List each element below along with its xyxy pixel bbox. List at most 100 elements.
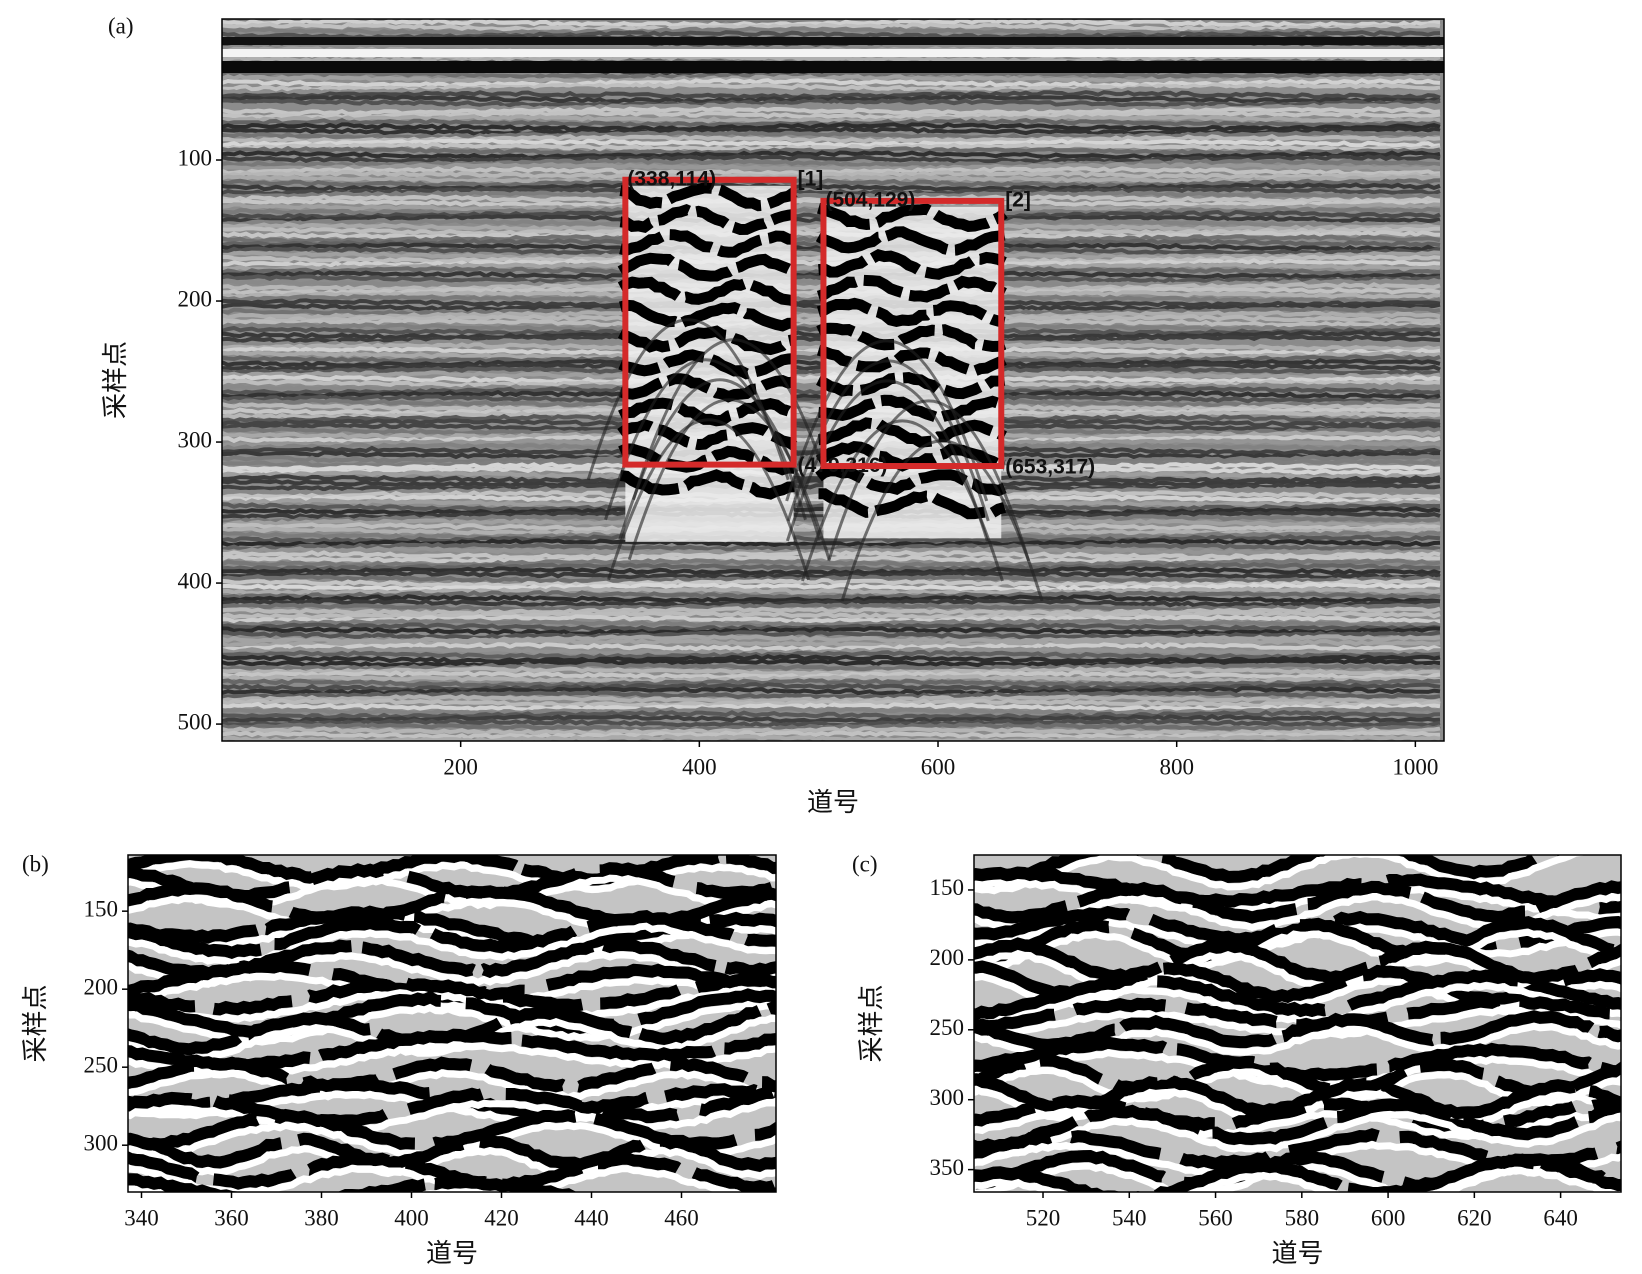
stripe (222, 709, 1441, 720)
x-tick-label: 380 (304, 1205, 339, 1230)
panel-label: (b) (22, 851, 49, 876)
anomaly-band (618, 349, 795, 380)
x-tick-label: 640 (1543, 1205, 1578, 1230)
y-tick-label: 150 (930, 875, 965, 900)
detection-box (820, 197, 1005, 470)
y-tick-label: 500 (178, 709, 213, 734)
band (222, 37, 1444, 45)
stripe (222, 562, 1441, 573)
stripe (222, 653, 1441, 664)
stripe (222, 202, 1441, 212)
stripe (222, 582, 1441, 593)
anomaly-band (617, 418, 798, 451)
x-tick-label: 400 (682, 754, 717, 779)
stripe (222, 686, 1441, 697)
band-light (128, 860, 776, 894)
hyperbola (607, 418, 811, 581)
x-tick-label: 620 (1457, 1205, 1492, 1230)
band-light (128, 1097, 776, 1136)
x-tick-label: 1000 (1392, 754, 1438, 779)
hyperbola (604, 358, 807, 521)
band-dark (128, 1084, 776, 1129)
x-tick-label: 440 (574, 1205, 609, 1230)
band-dark (974, 937, 1621, 985)
hyperbola (586, 318, 790, 481)
stripe (222, 602, 1441, 612)
band-dark (128, 1151, 776, 1192)
hyperbola (840, 439, 1044, 602)
x-tick-label: 360 (214, 1205, 249, 1230)
stripe (222, 698, 1441, 708)
anomaly-band (619, 182, 798, 212)
stripe (222, 693, 1441, 705)
stripe (222, 186, 1441, 196)
band-light (974, 1166, 1621, 1192)
hyperbola (785, 339, 989, 502)
stripe (222, 118, 1441, 128)
band-dark (128, 910, 776, 960)
stripe (222, 162, 1441, 172)
panel-label: (c) (852, 851, 878, 876)
y-tick-label: 200 (84, 974, 119, 999)
stripe (222, 114, 1441, 124)
band-dark (974, 916, 1621, 963)
stripe (222, 138, 1441, 148)
x-tick-label: 540 (1112, 1205, 1147, 1230)
hyperbola (827, 399, 1031, 562)
x-tick-label: 580 (1285, 1205, 1320, 1230)
stripe (222, 658, 1441, 668)
x-axis-label: 道号 (807, 788, 859, 817)
stripe (222, 169, 1441, 181)
anomaly-band (619, 229, 795, 258)
radargram (222, 19, 1444, 741)
band-dark (128, 988, 776, 1039)
x-tick-label: 600 (1371, 1205, 1406, 1230)
detection-box (622, 176, 797, 468)
band-light (974, 949, 1621, 993)
anomaly-band (617, 276, 796, 307)
band-dark (128, 855, 776, 886)
stripe (222, 70, 1441, 80)
box-id-label: [2] (1005, 188, 1031, 211)
band-light (128, 972, 776, 1011)
anomaly-band (816, 372, 1006, 400)
x-tick-label: 560 (1198, 1205, 1233, 1230)
y-axis-label: 采样点 (101, 341, 130, 419)
y-axis-label: 采样点 (857, 984, 886, 1062)
y-tick-label: 150 (84, 896, 119, 921)
band-dark (128, 973, 776, 1016)
y-tick-label: 250 (84, 1052, 119, 1077)
stripe (222, 78, 1441, 89)
anomaly-band (816, 274, 1007, 303)
stripe (222, 701, 1441, 712)
stripe (222, 98, 1441, 108)
radargram (128, 855, 776, 1192)
stripe (222, 622, 1441, 633)
x-axis-label: 道号 (426, 1239, 478, 1268)
anomaly-band (818, 248, 1007, 280)
box-corner-label: (338,114) (627, 167, 716, 190)
stripe (222, 90, 1441, 101)
stripe (222, 665, 1441, 676)
anomaly-band (618, 299, 795, 332)
stripe (222, 734, 1441, 741)
band-dark (974, 1054, 1621, 1099)
stripe (222, 19, 1441, 28)
anomaly-band (815, 226, 1006, 256)
stripe (222, 30, 1441, 41)
y-tick-label: 250 (930, 1015, 965, 1040)
stripe (222, 22, 1441, 32)
stripe (222, 590, 1441, 600)
anomaly-band (815, 465, 1007, 497)
y-tick-label: 100 (178, 145, 213, 170)
band-light (974, 855, 1621, 895)
band-dark (974, 880, 1621, 924)
hyperbola (632, 338, 835, 501)
stripe (222, 42, 1441, 52)
stripe (222, 81, 1441, 92)
y-tick-label: 300 (930, 1085, 965, 1110)
anomaly-band (619, 203, 796, 236)
stripe (222, 189, 1441, 200)
stripe (222, 617, 1441, 629)
band-dark (974, 1098, 1621, 1153)
